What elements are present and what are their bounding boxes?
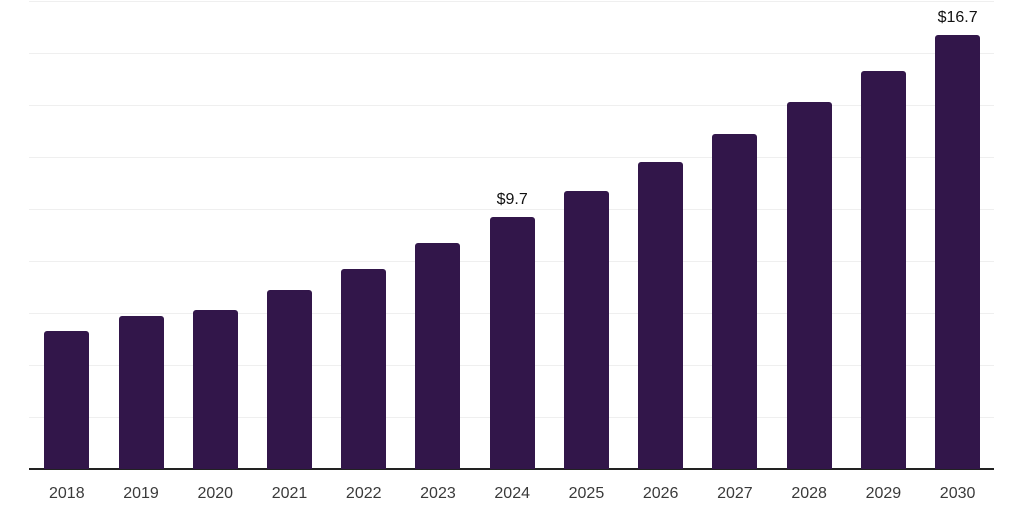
x-tick-label-2027: 2027 [717,485,753,502]
x-tick-label-2025: 2025 [568,485,605,502]
value-label-2030: $16.7 [937,8,978,26]
x-tick-label-2019: 2019 [123,485,159,502]
bar-2022 [341,268,387,469]
gridline [29,53,994,54]
bar-2020 [192,310,238,469]
x-tick-label-2030: 2030 [939,485,976,502]
bar-2021 [266,289,312,469]
x-tick-label-2018: 2018 [49,485,85,502]
bar-2027 [712,133,758,469]
x-tick-label-2028: 2028 [791,485,827,502]
gridline [29,1,994,2]
bar-2026 [638,162,684,469]
bar-2019 [118,315,164,469]
gridline [29,157,994,158]
x-tick-label-2020: 2020 [197,485,234,502]
value-label-2024: $9.7 [496,190,528,208]
bar-2018 [44,331,90,469]
bar-2023 [415,242,461,469]
x-tick-label-2021: 2021 [271,485,308,502]
bar-2024 [489,216,535,469]
bar-2030 [935,34,981,469]
x-tick-label-2024: 2024 [494,485,530,502]
x-tick-label-2029: 2029 [865,485,902,502]
gridline [29,209,994,210]
bar-2028 [786,102,832,469]
bar-2029 [860,71,906,469]
x-tick-label-2026: 2026 [642,485,679,502]
gridline [29,105,994,106]
x-axis-line [29,468,994,470]
x-tick-label-2023: 2023 [420,485,456,502]
x-tick-label-2022: 2022 [345,485,382,502]
bar-2025 [563,190,609,469]
